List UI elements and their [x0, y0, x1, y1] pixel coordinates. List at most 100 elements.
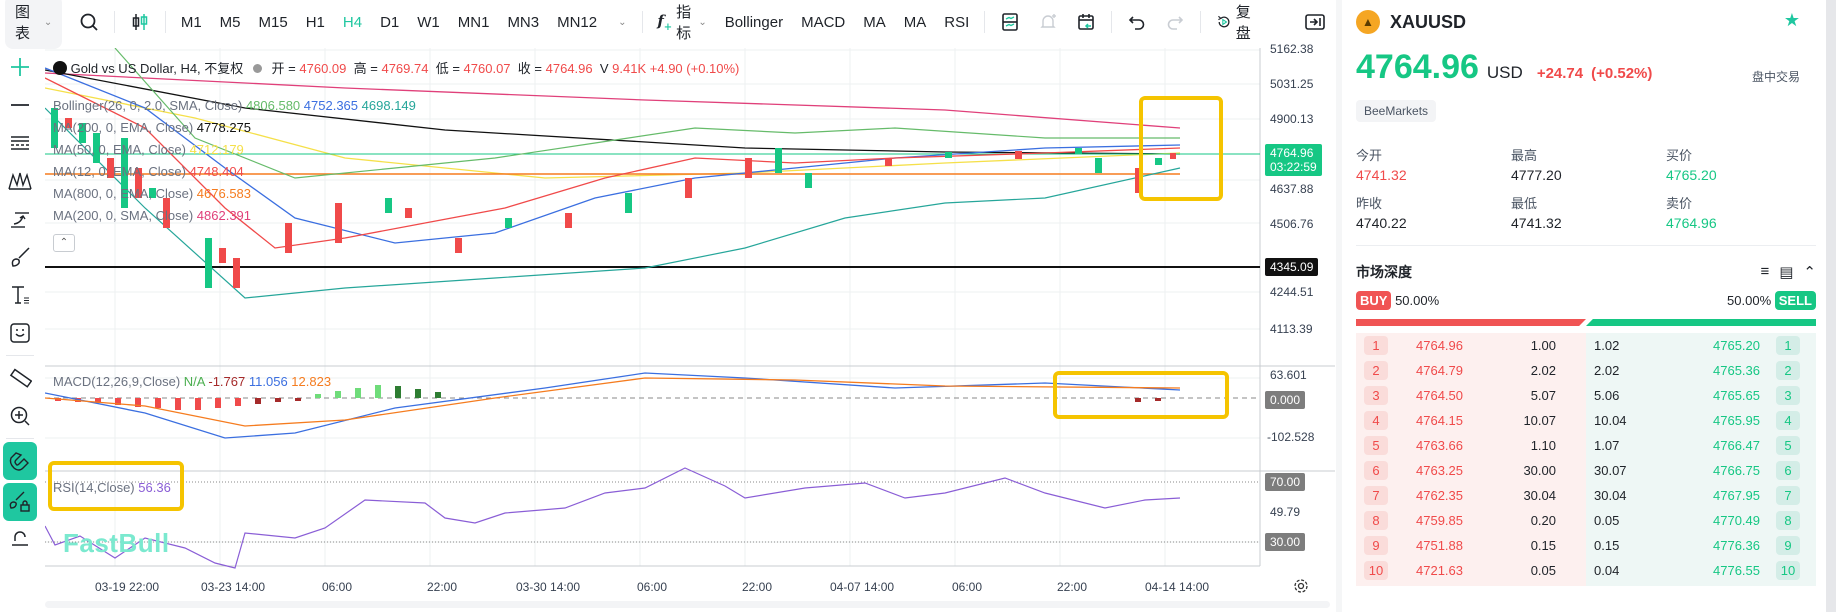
bid-row[interactable]: 2 4764.79 2.02	[1356, 358, 1586, 383]
magnet-toggle[interactable]	[3, 442, 37, 480]
broker-badge[interactable]: BeeMarkets	[1356, 100, 1437, 122]
list-view-icon[interactable]: ≡	[1760, 263, 1770, 280]
timeframe-mn3[interactable]: MN3	[507, 13, 540, 31]
indicator-bollinger[interactable]: Bollinger	[724, 13, 784, 31]
unlock-tool[interactable]	[3, 521, 37, 559]
ask-price: 4765.95	[1713, 413, 1760, 428]
chart-area[interactable]: Gold vs US Dollar, H4, 不复权 开 = 4760.09 高…	[45, 42, 1335, 608]
ask-quantity: 2.02	[1594, 363, 1620, 378]
ask-quantity: 0.05	[1594, 513, 1620, 528]
timeframe-m15[interactable]: M15	[258, 13, 288, 31]
collapse-legend-button[interactable]: ⌃	[53, 234, 75, 252]
favorite-star-button[interactable]: ★	[1784, 10, 1800, 31]
ask-row[interactable]: 10.04 4765.95 4	[1586, 408, 1816, 433]
bid-row[interactable]: 4 4764.15 10.07	[1356, 408, 1586, 433]
indicator-rsi[interactable]: RSI	[944, 13, 970, 31]
divider	[1111, 11, 1112, 33]
divider	[114, 11, 116, 33]
search-button[interactable]	[70, 0, 108, 44]
ask-row[interactable]: 30.07 4766.75 6	[1586, 458, 1816, 483]
layout-button[interactable]	[991, 0, 1029, 44]
rsi-legend[interactable]: RSI(14,Close) 56.36	[53, 480, 171, 495]
replay-button[interactable]: 复盘	[1207, 0, 1269, 44]
time-axis-label: 03-19 22:00	[95, 580, 160, 594]
indicator-ma200-sma-legend[interactable]: MA(200, 0, SMA, Close) 4862.391	[53, 208, 251, 223]
timeframe-m1[interactable]: M1	[180, 13, 202, 31]
ask-row[interactable]: 0.05 4770.49 8	[1586, 508, 1816, 533]
ask-row[interactable]: 0.15 4776.36 9	[1586, 533, 1816, 558]
buy-percentage: 50.00%	[1395, 293, 1440, 308]
bid-row[interactable]: 5 4763.66 1.10	[1356, 433, 1586, 458]
chevron-up-icon[interactable]: ⌃	[1803, 264, 1816, 281]
zoom-tool[interactable]	[3, 397, 37, 435]
ask-row[interactable]: 30.04 4767.95 7	[1586, 483, 1816, 508]
bid-row[interactable]: 9 4751.88 0.15	[1356, 533, 1586, 558]
redo-button[interactable]	[1156, 0, 1194, 44]
indicator-ma12-legend[interactable]: MA(12, 0, EMA, Close) 4748.404	[53, 164, 244, 179]
indicator-ma800-legend[interactable]: MA(800, 0, EMA, Close) 4676.583	[53, 186, 251, 201]
time-axis-label: 22:00	[427, 580, 458, 594]
ask-row[interactable]: 0.04 4776.55 10	[1586, 558, 1816, 583]
alert-button[interactable]	[1029, 0, 1067, 44]
current-price-tag: 4764.96 03:22:59	[1265, 144, 1322, 176]
undo-button[interactable]	[1118, 0, 1156, 44]
timeframe-dropdown[interactable]: ⌄	[606, 0, 635, 44]
calendar-button[interactable]	[1067, 0, 1105, 44]
lock-drawings-toggle[interactable]	[3, 483, 37, 521]
brush-icon	[11, 247, 30, 267]
open-value: 4760.09	[299, 61, 347, 76]
indicator-ma50-legend[interactable]: MA(50, 0, EMA, Close) 4712.179	[53, 142, 244, 157]
horizontal-scrollbar[interactable]	[45, 601, 1330, 608]
indicator-ma200-ema-legend[interactable]: MA(200, 0, EMA, Close) 4778.275	[53, 120, 251, 135]
bid-row[interactable]: 8 4759.85 0.20	[1356, 508, 1586, 533]
ruler-icon	[9, 368, 32, 388]
bid-price: 4764.79	[1416, 363, 1463, 378]
line-tool[interactable]	[3, 86, 37, 124]
indicator-ma-1[interactable]: MA	[863, 13, 886, 31]
brush-tool[interactable]	[3, 238, 37, 276]
ask-row[interactable]: 1.07 4766.47 5	[1586, 433, 1816, 458]
quote-stats: 今开 4741.32 最高 4777.20 买价 4765.20 昨收 4740.22 …	[1356, 145, 1816, 231]
timeframe-m5[interactable]: M5	[219, 13, 241, 31]
projection-tool[interactable]	[3, 200, 37, 238]
timeframe-mn1[interactable]: MN1	[457, 13, 490, 31]
text-tool[interactable]	[3, 276, 37, 314]
timeframe-h1[interactable]: H1	[305, 13, 325, 31]
chart-menu-button[interactable]: 图表 ⌄	[5, 0, 63, 49]
panel-scrollbar[interactable]	[1826, 0, 1836, 612]
indicator-ma-2[interactable]: MA	[903, 13, 927, 31]
crosshair-tool[interactable]	[3, 48, 37, 86]
macd-legend[interactable]: MACD(12,26,9,Close) N/A -1.767 11.056 12…	[53, 374, 331, 389]
level-number: 1	[1776, 336, 1800, 355]
timeframe-mn12[interactable]: MN12	[557, 13, 598, 31]
timeframe-d1[interactable]: D1	[380, 13, 400, 31]
indicators-button[interactable]: f+ 指标 ⌄	[648, 0, 715, 44]
channel-tool[interactable]	[3, 124, 37, 162]
bid-row[interactable]: 3 4764.50 5.07	[1356, 383, 1586, 408]
emoji-tool[interactable]	[3, 314, 37, 352]
market-depth-header: 市场深度 ≡ ▤ ⌃	[1356, 262, 1816, 282]
ask-row[interactable]: 2.02 4765.36 2	[1586, 358, 1816, 383]
currency: USD	[1486, 63, 1523, 82]
indicator-macd[interactable]: MACD	[801, 13, 846, 31]
bid-row[interactable]: 6 4763.25 30.00	[1356, 458, 1586, 483]
price-axis-label: 4900.13	[1270, 112, 1314, 126]
divider	[641, 11, 643, 33]
chart-type-button[interactable]	[121, 0, 159, 44]
pattern-tool[interactable]	[3, 162, 37, 200]
chevron-up-icon: ⌃	[59, 237, 69, 248]
timeframe-h4[interactable]: H4	[342, 13, 363, 31]
ask-row[interactable]: 5.06 4765.65 3	[1586, 383, 1816, 408]
timeframe-w1[interactable]: W1	[417, 13, 440, 31]
collapse-panel-button[interactable]	[1295, 0, 1335, 44]
gear-icon	[1294, 579, 1308, 593]
ask-row[interactable]: 1.02 4765.20 1	[1586, 333, 1816, 358]
bid-price: 4763.66	[1416, 438, 1463, 453]
bid-row[interactable]: 10 4721.63 0.05	[1356, 558, 1586, 583]
bid-row[interactable]: 1 4764.96 1.00	[1356, 333, 1586, 358]
indicator-bollinger-legend[interactable]: Bollinger(26, 0, 2.0, SMA, Close) 4806.5…	[53, 98, 416, 113]
document-icon[interactable]: ▤	[1779, 264, 1794, 281]
bid-row[interactable]: 7 4762.35 30.04	[1356, 483, 1586, 508]
parallel-lines-icon	[11, 136, 29, 150]
measure-tool[interactable]	[3, 359, 37, 397]
